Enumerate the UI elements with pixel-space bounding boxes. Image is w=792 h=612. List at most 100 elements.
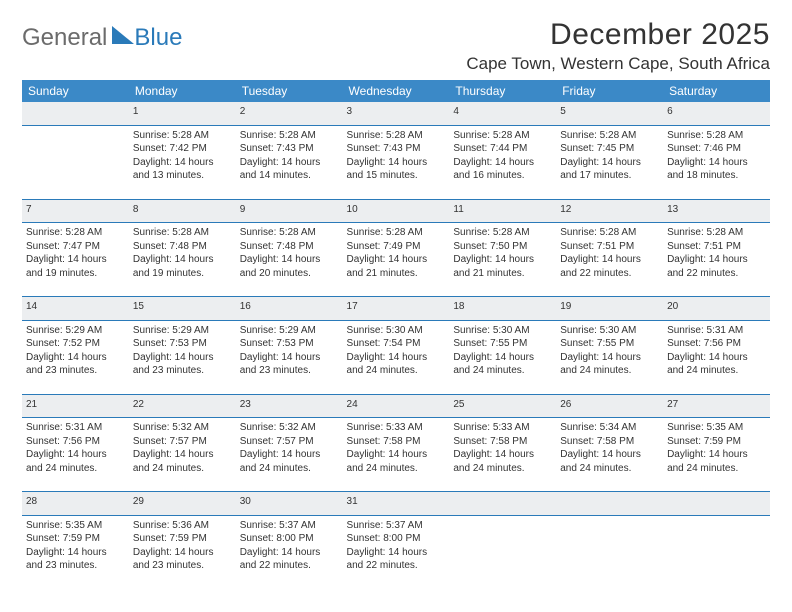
day-number: 28 [22, 492, 129, 516]
day-number: 7 [22, 199, 129, 223]
day-number: 3 [343, 102, 450, 125]
title-block: December 2025 Cape Town, Western Cape, S… [466, 18, 770, 74]
daylight2-text: and 13 minutes. [133, 169, 232, 183]
daylight1-text: Daylight: 14 hours [347, 156, 446, 170]
daylight1-text: Daylight: 14 hours [26, 448, 125, 462]
sunrise-text: Sunrise: 5:32 AM [133, 421, 232, 435]
sunset-text: Sunset: 7:58 PM [560, 435, 659, 449]
day-number [556, 492, 663, 516]
sunrise-text: Sunrise: 5:28 AM [453, 226, 552, 240]
sunrise-text: Sunrise: 5:29 AM [26, 324, 125, 338]
day-number [22, 102, 129, 125]
day-cell: Sunrise: 5:35 AMSunset: 7:59 PMDaylight:… [663, 418, 770, 492]
sunrise-text: Sunrise: 5:36 AM [133, 519, 232, 533]
day-number: 8 [129, 199, 236, 223]
daylight2-text: and 19 minutes. [26, 267, 125, 281]
day-cell: Sunrise: 5:33 AMSunset: 7:58 PMDaylight:… [343, 418, 450, 492]
daylight1-text: Daylight: 14 hours [347, 448, 446, 462]
day-number: 13 [663, 199, 770, 223]
daylight1-text: Daylight: 14 hours [240, 156, 339, 170]
day-cell: Sunrise: 5:28 AMSunset: 7:51 PMDaylight:… [556, 223, 663, 297]
day-number-row: 14151617181920 [22, 297, 770, 321]
day-cell: Sunrise: 5:35 AMSunset: 7:59 PMDaylight:… [22, 515, 129, 589]
daylight1-text: Daylight: 14 hours [133, 351, 232, 365]
sunrise-text: Sunrise: 5:37 AM [347, 519, 446, 533]
sunrise-text: Sunrise: 5:35 AM [26, 519, 125, 533]
sunrise-text: Sunrise: 5:30 AM [560, 324, 659, 338]
logo-triangle-icon [112, 26, 134, 44]
daylight2-text: and 24 minutes. [240, 462, 339, 476]
sunset-text: Sunset: 7:47 PM [26, 240, 125, 254]
sunset-text: Sunset: 7:50 PM [453, 240, 552, 254]
sunrise-text: Sunrise: 5:31 AM [667, 324, 766, 338]
daylight1-text: Daylight: 14 hours [347, 546, 446, 560]
daylight1-text: Daylight: 14 hours [133, 156, 232, 170]
daylight1-text: Daylight: 14 hours [453, 156, 552, 170]
sunset-text: Sunset: 7:57 PM [240, 435, 339, 449]
day-number: 2 [236, 102, 343, 125]
sunset-text: Sunset: 7:43 PM [240, 142, 339, 156]
sunrise-text: Sunrise: 5:28 AM [667, 226, 766, 240]
daylight2-text: and 24 minutes. [347, 364, 446, 378]
sunset-text: Sunset: 7:44 PM [453, 142, 552, 156]
sunrise-text: Sunrise: 5:28 AM [560, 226, 659, 240]
sunrise-text: Sunrise: 5:28 AM [667, 129, 766, 143]
daylight1-text: Daylight: 14 hours [667, 156, 766, 170]
day-number-row: 123456 [22, 102, 770, 125]
sunrise-text: Sunrise: 5:30 AM [347, 324, 446, 338]
day-cell: Sunrise: 5:30 AMSunset: 7:54 PMDaylight:… [343, 320, 450, 394]
weekday-header: Wednesday [343, 80, 450, 102]
day-cell: Sunrise: 5:37 AMSunset: 8:00 PMDaylight:… [343, 515, 450, 589]
day-cell: Sunrise: 5:28 AMSunset: 7:48 PMDaylight:… [236, 223, 343, 297]
daylight2-text: and 16 minutes. [453, 169, 552, 183]
day-number [663, 492, 770, 516]
day-number-row: 21222324252627 [22, 394, 770, 418]
daylight2-text: and 19 minutes. [133, 267, 232, 281]
day-cell: Sunrise: 5:30 AMSunset: 7:55 PMDaylight:… [449, 320, 556, 394]
daylight2-text: and 23 minutes. [240, 364, 339, 378]
day-number: 5 [556, 102, 663, 125]
day-cell: Sunrise: 5:28 AMSunset: 7:43 PMDaylight:… [343, 125, 450, 199]
daylight2-text: and 23 minutes. [26, 364, 125, 378]
sunset-text: Sunset: 7:56 PM [26, 435, 125, 449]
daylight1-text: Daylight: 14 hours [347, 351, 446, 365]
daylight2-text: and 24 minutes. [453, 462, 552, 476]
day-cell: Sunrise: 5:30 AMSunset: 7:55 PMDaylight:… [556, 320, 663, 394]
day-cell: Sunrise: 5:28 AMSunset: 7:45 PMDaylight:… [556, 125, 663, 199]
daylight1-text: Daylight: 14 hours [560, 448, 659, 462]
logo-text-general: General [22, 24, 107, 52]
daylight2-text: and 22 minutes. [560, 267, 659, 281]
sunrise-text: Sunrise: 5:28 AM [240, 129, 339, 143]
sunrise-text: Sunrise: 5:29 AM [133, 324, 232, 338]
weekday-header: Saturday [663, 80, 770, 102]
day-info-row: Sunrise: 5:28 AMSunset: 7:47 PMDaylight:… [22, 223, 770, 297]
sunset-text: Sunset: 7:52 PM [26, 337, 125, 351]
sunset-text: Sunset: 7:55 PM [453, 337, 552, 351]
day-number: 24 [343, 394, 450, 418]
daylight1-text: Daylight: 14 hours [240, 253, 339, 267]
sunset-text: Sunset: 7:45 PM [560, 142, 659, 156]
daylight2-text: and 21 minutes. [347, 267, 446, 281]
day-cell: Sunrise: 5:28 AMSunset: 7:42 PMDaylight:… [129, 125, 236, 199]
day-cell: Sunrise: 5:36 AMSunset: 7:59 PMDaylight:… [129, 515, 236, 589]
day-info-row: Sunrise: 5:28 AMSunset: 7:42 PMDaylight:… [22, 125, 770, 199]
day-number: 15 [129, 297, 236, 321]
daylight1-text: Daylight: 14 hours [26, 253, 125, 267]
day-number-row: 28293031 [22, 492, 770, 516]
day-cell [22, 125, 129, 199]
day-number: 6 [663, 102, 770, 125]
daylight1-text: Daylight: 14 hours [133, 253, 232, 267]
daylight2-text: and 15 minutes. [347, 169, 446, 183]
sunrise-text: Sunrise: 5:29 AM [240, 324, 339, 338]
day-number: 20 [663, 297, 770, 321]
day-cell: Sunrise: 5:31 AMSunset: 7:56 PMDaylight:… [22, 418, 129, 492]
day-cell [556, 515, 663, 589]
day-number: 11 [449, 199, 556, 223]
header: General Blue December 2025 Cape Town, We… [22, 18, 770, 74]
sunrise-text: Sunrise: 5:28 AM [453, 129, 552, 143]
sunset-text: Sunset: 7:53 PM [133, 337, 232, 351]
daylight2-text: and 22 minutes. [667, 267, 766, 281]
daylight1-text: Daylight: 14 hours [667, 351, 766, 365]
daylight2-text: and 24 minutes. [560, 462, 659, 476]
day-cell: Sunrise: 5:28 AMSunset: 7:48 PMDaylight:… [129, 223, 236, 297]
